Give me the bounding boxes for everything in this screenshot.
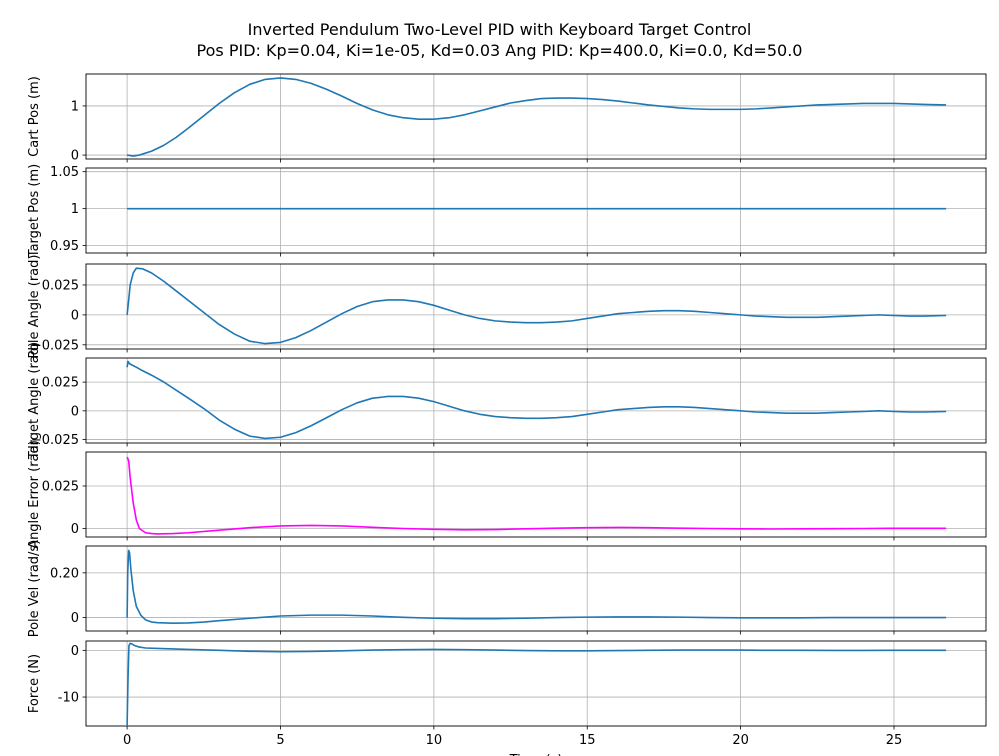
y-tick-label: −0.025 xyxy=(31,338,79,353)
axes-frame xyxy=(85,545,987,632)
axes-frame xyxy=(85,73,987,160)
y-axis-label: Angle Error (rad) xyxy=(27,440,42,549)
figure-title-line1: Inverted Pendulum Two-Level PID with Key… xyxy=(247,20,752,39)
series-line-1-1 xyxy=(126,77,947,157)
series-line-4-1 xyxy=(126,360,947,440)
y-tick-label: 0.20 xyxy=(50,566,79,581)
figure-title-line2: Pos PID: Kp=0.04, Ki=1e-05, Kd=0.03 Ang … xyxy=(196,41,803,60)
x-tick-label: 25 xyxy=(886,733,903,748)
y-tick-label: 0 xyxy=(71,611,79,626)
subplot-7: 0 -10 Force (N) 0 5 10 15 20 25 Time (s) xyxy=(27,640,987,756)
x-tick-label: 10 xyxy=(426,733,443,748)
axes-frame xyxy=(85,263,987,350)
subplot-2: 0.95 1 1.05 Target Pos (m) xyxy=(27,164,987,258)
x-axis-label: Time (s) xyxy=(509,753,563,756)
y-tick-label: 1 xyxy=(71,99,79,114)
y-tick-label: 0.95 xyxy=(50,239,79,254)
x-tick-label: 5 xyxy=(276,733,284,748)
series-line-6-1 xyxy=(126,549,947,624)
axes-frame xyxy=(85,451,987,538)
y-tick-label: 0 xyxy=(71,522,79,537)
y-tick-label: 0 xyxy=(71,404,79,419)
y-axis-label: Target Angle (rad) xyxy=(27,342,42,460)
y-tick-label: -10 xyxy=(58,691,79,706)
y-axis-label: Force (N) xyxy=(27,654,42,713)
axes-frame xyxy=(85,640,987,727)
y-axis-label: Pole Angle (rad) xyxy=(27,255,42,359)
series-line-5-1 xyxy=(126,456,947,535)
y-axis-label: Cart Pos (m) xyxy=(27,76,42,157)
y-tick-label: 0 xyxy=(71,308,79,323)
y-tick-label: 0 xyxy=(71,149,79,164)
series-line-7-1 xyxy=(126,642,947,726)
y-axis-label: Pole Vel (rad/s) xyxy=(27,540,42,638)
axes-frame xyxy=(85,357,987,444)
y-tick-label: −0.025 xyxy=(31,433,79,448)
axes-frame xyxy=(85,167,987,254)
x-tick-label: 15 xyxy=(579,733,596,748)
series-line-3-1 xyxy=(126,267,947,345)
y-tick-label: 0.025 xyxy=(42,376,79,391)
y-axis-label: Target Pos (m) xyxy=(27,164,42,258)
subplot-1: 0 1 Cart Pos (m) xyxy=(27,73,987,164)
x-tick-label: 20 xyxy=(732,733,749,748)
y-tick-label: 0.025 xyxy=(42,278,79,293)
y-tick-label: 1 xyxy=(71,202,79,217)
x-tick-label: 0 xyxy=(123,733,131,748)
y-tick-label: 1.05 xyxy=(50,165,79,180)
subplot-6: 0 0.20 Pole Vel (rad/s) xyxy=(27,540,987,638)
y-tick-label: 0.025 xyxy=(42,480,79,495)
y-tick-label: 0 xyxy=(71,644,79,659)
